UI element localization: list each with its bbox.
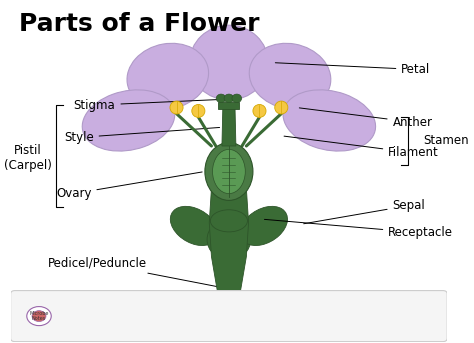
Circle shape bbox=[27, 307, 51, 326]
Polygon shape bbox=[222, 108, 236, 146]
Ellipse shape bbox=[127, 43, 209, 109]
Ellipse shape bbox=[216, 94, 226, 103]
Text: Style: Style bbox=[64, 128, 219, 144]
Ellipse shape bbox=[275, 101, 288, 114]
Text: Sepal: Sepal bbox=[304, 199, 425, 224]
Ellipse shape bbox=[207, 219, 251, 260]
Polygon shape bbox=[219, 102, 239, 108]
Text: Petal: Petal bbox=[275, 63, 430, 76]
Text: The: The bbox=[78, 307, 92, 316]
Ellipse shape bbox=[283, 90, 375, 151]
Text: Notes: Notes bbox=[229, 317, 258, 327]
Ellipse shape bbox=[240, 206, 288, 246]
Text: Anther: Anther bbox=[300, 108, 433, 129]
Text: Created with: Created with bbox=[351, 310, 401, 320]
Ellipse shape bbox=[192, 105, 205, 117]
Ellipse shape bbox=[205, 143, 253, 200]
Text: Ovary: Ovary bbox=[56, 172, 202, 200]
Text: Notes: Notes bbox=[78, 318, 100, 328]
Text: A Level Bio: A Level Bio bbox=[229, 309, 285, 318]
Ellipse shape bbox=[170, 101, 183, 114]
Text: Chemistry: Chemistry bbox=[148, 312, 196, 322]
Ellipse shape bbox=[82, 90, 175, 151]
Text: Notes: Notes bbox=[148, 318, 170, 328]
Text: bio
render: bio render bbox=[375, 313, 407, 333]
Text: Stigma: Stigma bbox=[73, 99, 219, 112]
Ellipse shape bbox=[170, 206, 218, 246]
Text: Parts of a Flower: Parts of a Flower bbox=[19, 12, 260, 36]
Ellipse shape bbox=[190, 25, 268, 100]
FancyBboxPatch shape bbox=[10, 291, 447, 342]
Ellipse shape bbox=[212, 150, 245, 193]
Text: Stamen: Stamen bbox=[423, 134, 469, 147]
Ellipse shape bbox=[253, 105, 266, 117]
Ellipse shape bbox=[232, 94, 242, 103]
Text: Receptacle: Receptacle bbox=[264, 220, 453, 239]
Polygon shape bbox=[209, 172, 248, 308]
Text: The: The bbox=[148, 307, 163, 316]
Circle shape bbox=[32, 311, 46, 321]
Text: Biology: Biology bbox=[78, 312, 114, 322]
Ellipse shape bbox=[224, 94, 234, 103]
Text: Pedicel/Peduncle: Pedicel/Peduncle bbox=[48, 257, 226, 288]
Text: Filament: Filament bbox=[284, 136, 439, 159]
Ellipse shape bbox=[249, 43, 331, 109]
Ellipse shape bbox=[210, 210, 247, 232]
Text: Pistil
(Carpel): Pistil (Carpel) bbox=[4, 144, 52, 172]
Text: Microbe
Notes: Microbe Notes bbox=[29, 311, 49, 321]
